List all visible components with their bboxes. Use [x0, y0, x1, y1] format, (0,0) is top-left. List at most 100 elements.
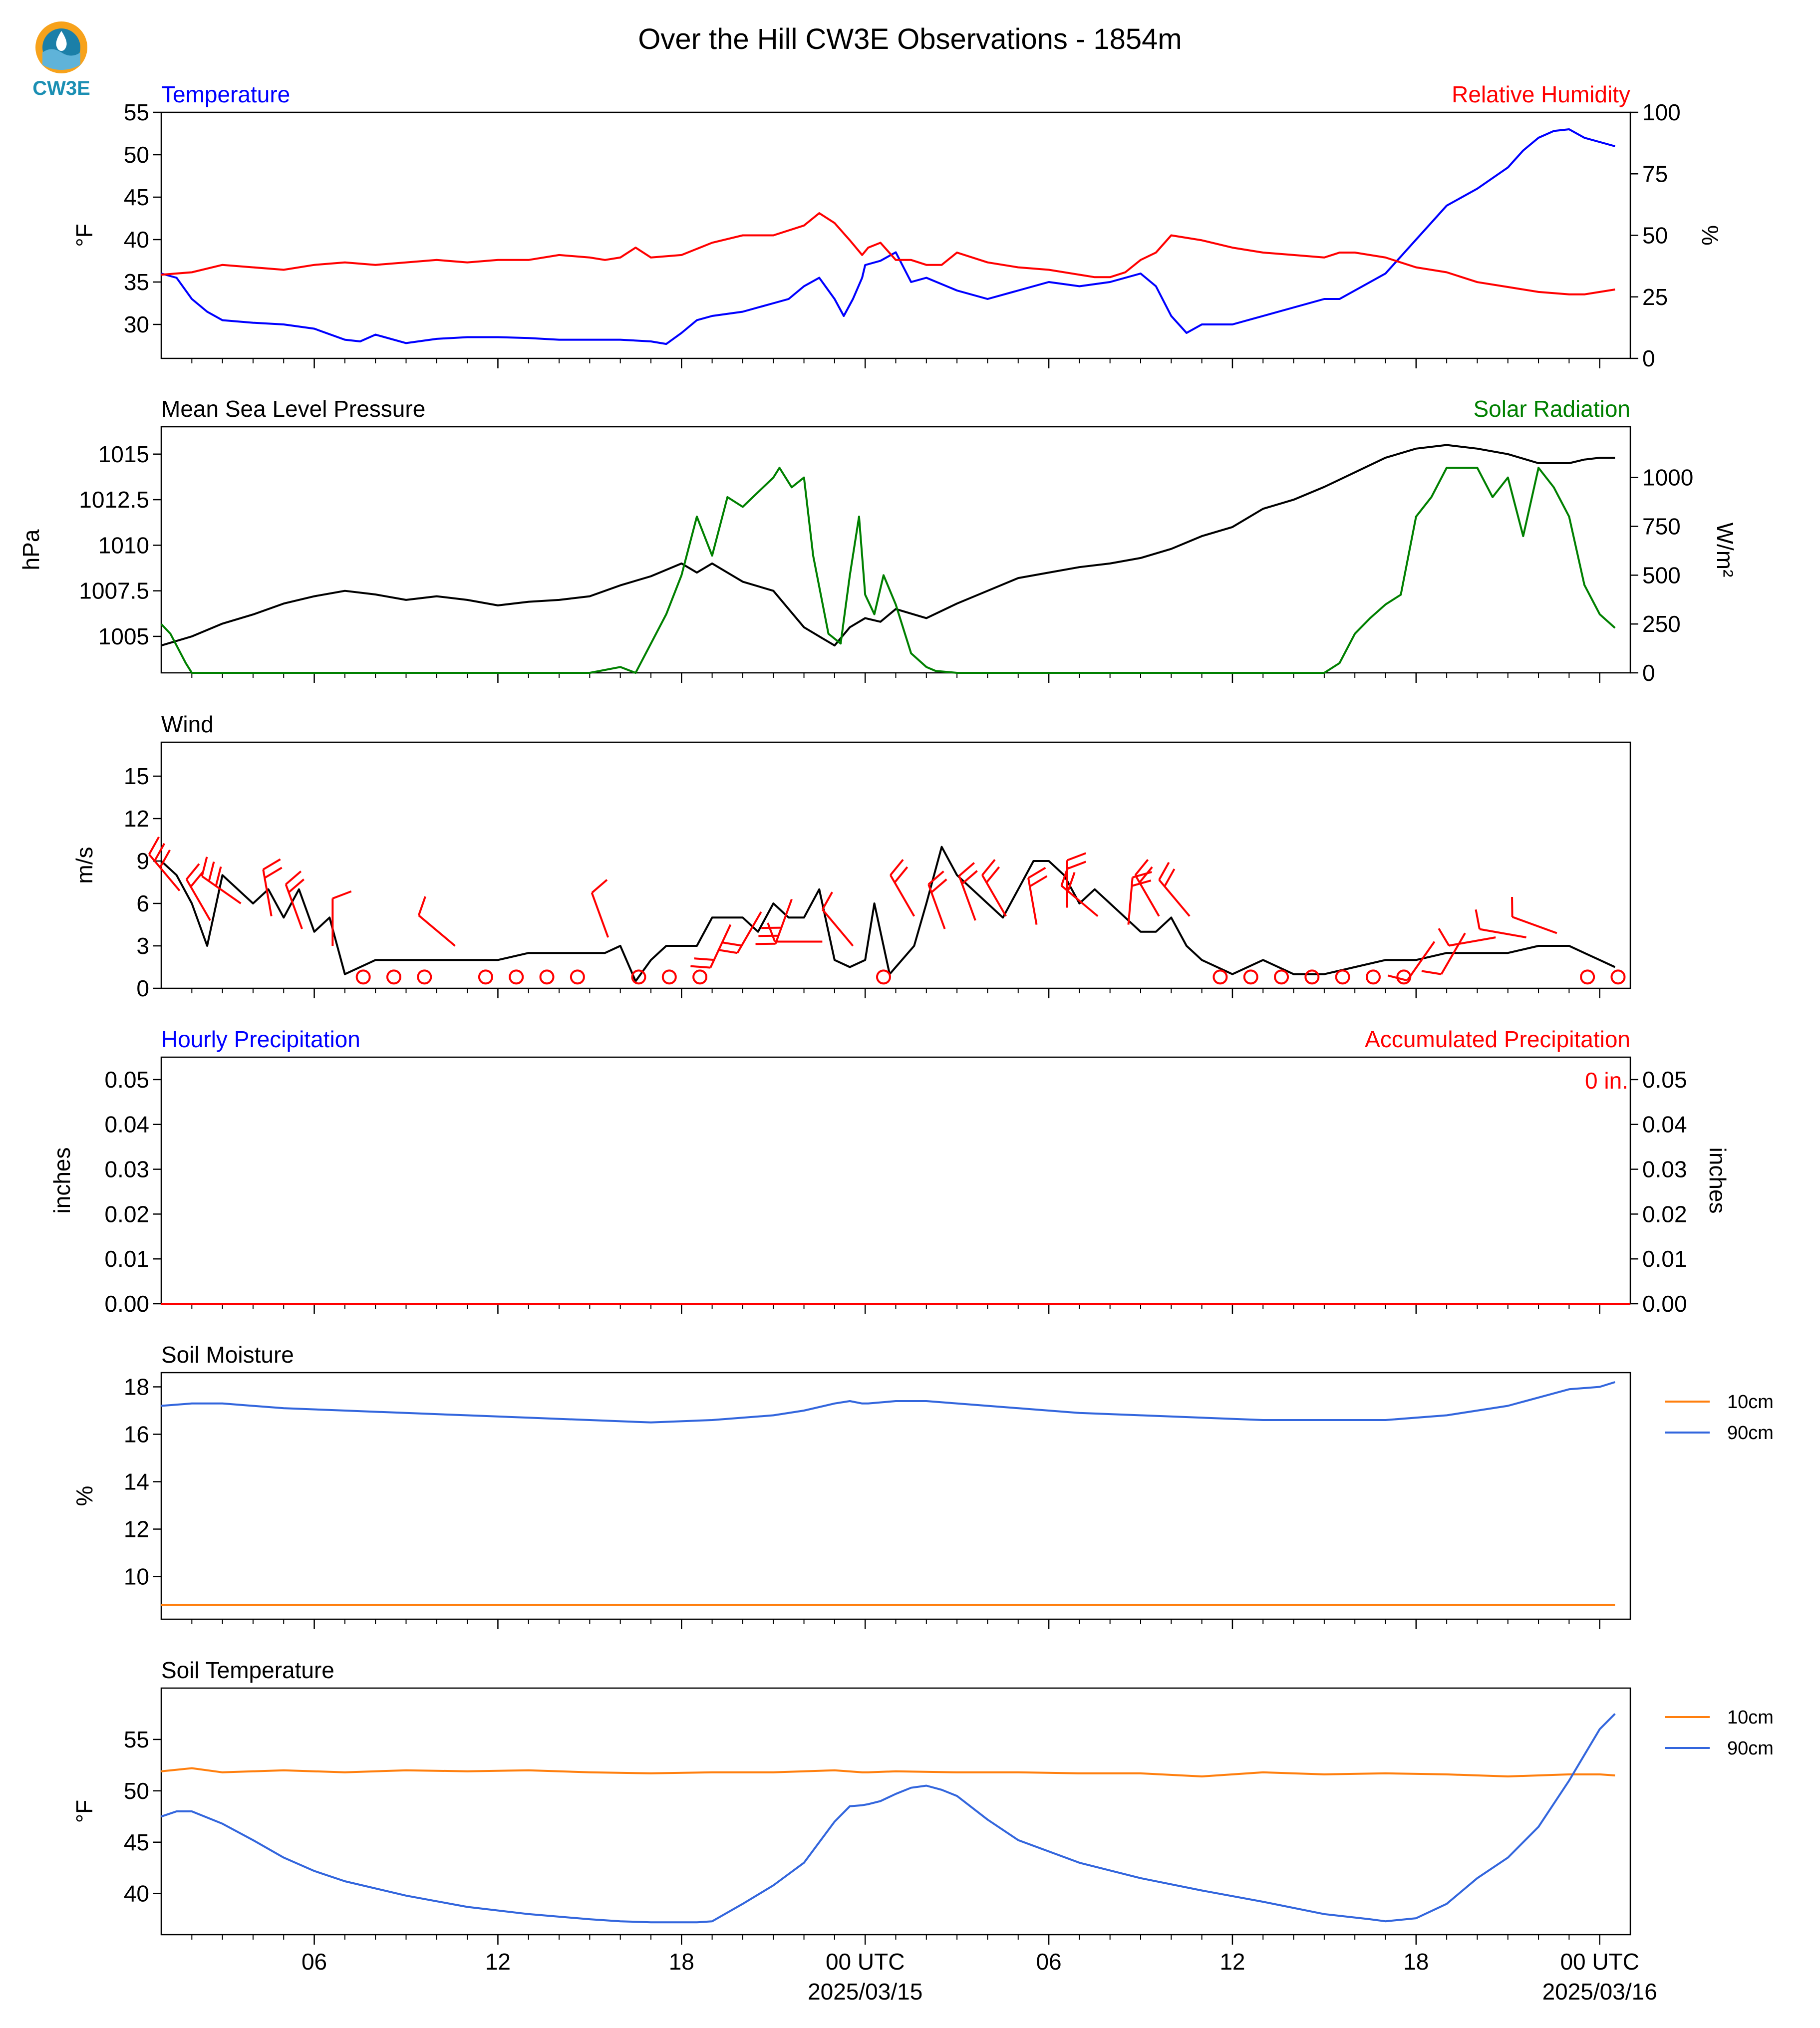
panel-title-left: Soil Temperature	[161, 1657, 334, 1683]
ytick-right-label: 500	[1642, 562, 1681, 588]
ytick-right-label: 0	[1642, 660, 1655, 686]
ylabel-left: hPa	[18, 529, 44, 570]
wind-barb-calm	[539, 969, 555, 985]
panel-title-right: Relative Humidity	[1452, 81, 1630, 107]
panel-wind: Wind 0 3 6 9 12 15 m/s	[71, 711, 1631, 1001]
ytick-left-label: 0.05	[104, 1067, 149, 1093]
ytick-right-label: 0.05	[1642, 1067, 1687, 1093]
wind-barb-flag	[1060, 867, 1069, 886]
wind-barb-flag	[981, 859, 996, 876]
series-humidity	[161, 212, 1615, 295]
ytick-left-label: 12	[124, 1516, 149, 1542]
wind-barb-flag	[1158, 862, 1170, 880]
series-soil_90cm	[161, 1381, 1615, 1424]
ytick-left-label: 18	[124, 1374, 149, 1400]
wind-barb-flag	[927, 870, 944, 885]
wind-barb-calm	[1396, 969, 1412, 985]
wind-barb-calm	[1610, 969, 1626, 985]
ytick-right-label: 100	[1642, 99, 1681, 125]
wind-barb-flag	[694, 957, 714, 961]
wind-barb-flag	[215, 866, 222, 886]
wind-barb-calm	[1243, 969, 1258, 985]
ylabel-left: °F	[71, 1800, 97, 1823]
wind-barb-staff	[1440, 932, 1466, 975]
wind-barb-staff	[927, 884, 946, 929]
precip-total-annotation: 0 in.	[1585, 1068, 1628, 1094]
wind-barb-flag	[159, 850, 171, 868]
panel-precipitation: Hourly Precipitation Accumulated Precipit…	[49, 1026, 1731, 1317]
wind-barb-flag	[1511, 896, 1514, 917]
xtick-label: 00 UTC	[826, 1949, 905, 1975]
panel-title-left: Mean Sea Level Pressure	[161, 396, 425, 422]
ytick-left-label: 0.01	[104, 1246, 149, 1272]
wind-barb-calm	[1365, 969, 1381, 985]
legend-label-soil_90cm: 90cm	[1727, 1738, 1774, 1759]
ylabel-right: inches	[1705, 1148, 1731, 1214]
ytick-left-label: 0.02	[104, 1201, 149, 1227]
ytick-right-label: 0.04	[1642, 1112, 1687, 1138]
wind-barb-staff	[591, 892, 609, 938]
ytick-right-label: 25	[1642, 284, 1668, 310]
wind-barb-calm	[1580, 969, 1595, 985]
panels: Temperature Relative Humidity303540455055…	[18, 81, 1774, 2005]
wind-barb-flag	[285, 870, 302, 885]
panel-pressure-solar: Mean Sea Level Pressure Solar Radiation 10…	[18, 396, 1738, 686]
ylabel-left: °F	[71, 224, 97, 247]
figure-title: Over the Hill CW3E Observations - 1854m	[638, 23, 1182, 55]
wind-barb-flag	[288, 878, 304, 893]
ytick-left-label: 15	[124, 763, 149, 789]
wind-barb-flag	[1028, 867, 1046, 879]
plot-frame	[160, 111, 1631, 359]
wind-barb-flag	[890, 859, 904, 876]
ytick-left-label: 14	[124, 1469, 149, 1495]
ylabel-left: %	[71, 1486, 97, 1506]
legend-label-soil_90cm: 90cm	[1727, 1423, 1774, 1444]
ytick-left-label: 35	[124, 269, 149, 295]
ylabel-right: W/m²	[1712, 523, 1738, 578]
ytick-left-label: 0.03	[104, 1157, 149, 1182]
ytick-right-label: 250	[1642, 611, 1681, 637]
wind-barb-flag	[958, 862, 975, 877]
wind-barb-flag	[264, 867, 283, 879]
ylabel-left: inches	[49, 1148, 75, 1214]
ytick-left-label: 55	[124, 99, 149, 125]
wind-barb-flag	[1131, 879, 1152, 887]
ytick-right-label: 0.00	[1642, 1291, 1687, 1317]
wind-barb-calm	[1335, 969, 1350, 985]
cw3e-logo: CW3E	[32, 21, 90, 99]
panel-soil-temperature: Soil Temperature 40 45 50 55 °F 06 12 18 00 UTC 20…	[71, 1657, 1774, 2005]
ytick-right-label: 0.03	[1642, 1157, 1687, 1182]
xtick-date: 2025/03/15	[808, 1979, 922, 2005]
wind-barb-flag	[1475, 909, 1481, 929]
ytick-right-label: 50	[1642, 223, 1668, 249]
series-pressure	[161, 444, 1615, 647]
wind-barb-flag	[201, 857, 208, 877]
wind-barb-flag	[767, 922, 776, 942]
ytick-left-label: 16	[124, 1422, 149, 1448]
wind-barb-flag	[1134, 859, 1149, 876]
legend-label-soil_10cm: 10cm	[1727, 1392, 1774, 1413]
wind-barb-flag	[721, 941, 742, 947]
panel-title-right: Solar Radiation	[1473, 396, 1630, 422]
wind-barb-staff	[1512, 916, 1557, 934]
ytick-left-label: 55	[124, 1727, 149, 1752]
wind-barb-staff	[418, 914, 456, 947]
wind-barb-calm	[478, 969, 493, 985]
xtick-label: 06	[302, 1949, 327, 1975]
panel-title-left: Temperature	[161, 81, 290, 107]
ytick-left-label: 0	[136, 975, 149, 1001]
ytick-left-label: 1005	[98, 623, 149, 649]
wind-barb-flag	[1067, 861, 1086, 870]
xtick-date: 2025/03/16	[1542, 1979, 1657, 2005]
wind-barb-calm	[417, 969, 432, 985]
wind-barb-flag	[1067, 852, 1086, 862]
panel-title-right: Accumulated Precipitation	[1365, 1026, 1630, 1052]
wind-barb-calm	[355, 969, 371, 985]
plot-frame	[160, 741, 1631, 989]
wind-barb-flag	[1387, 974, 1408, 982]
plot-frame	[160, 1056, 1631, 1305]
ytick-left-label: 12	[124, 806, 149, 832]
series-wind_speed	[160, 846, 1616, 982]
